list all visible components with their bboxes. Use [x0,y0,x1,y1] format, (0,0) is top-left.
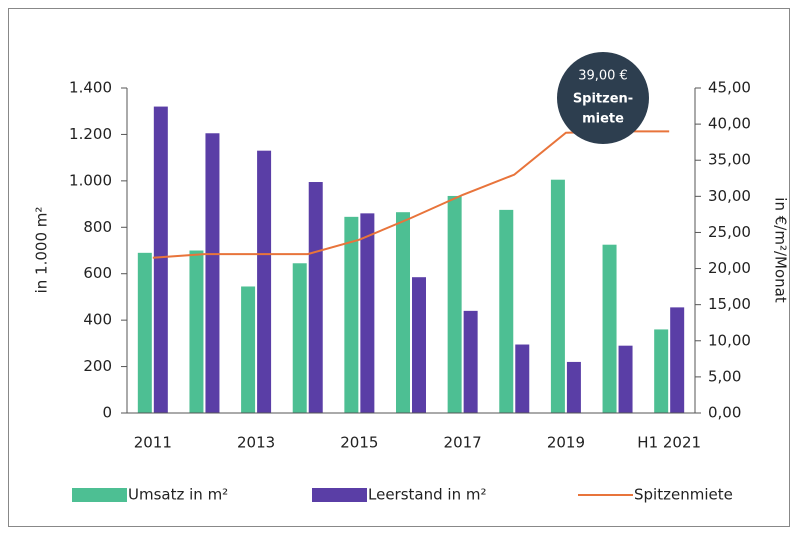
bar [137,252,152,413]
x-tick-label: 2019 [547,434,585,452]
y-tick-label: 1.000 [69,171,112,189]
bar [344,216,359,413]
annotation-text: Spitzen- [573,92,633,107]
x-tick-label: 2015 [340,434,378,452]
legend-swatch [72,488,127,502]
y2-tick-label: 15,00 [708,295,751,313]
bar [396,212,410,413]
y2-tick-label: 25,00 [708,223,751,241]
bar [566,361,581,413]
bar [550,179,565,413]
y2-tick-label: 35,00 [708,151,751,169]
x-tick-label: 2013 [237,434,275,452]
legend-swatch [312,488,367,502]
legend-label: Spitzenmiete [634,486,733,504]
bar [308,182,323,413]
annotation-bubble [557,52,649,144]
legend-label: Umsatz in m² [128,486,228,504]
bar [153,106,168,414]
bar [360,213,375,413]
bar [654,329,669,413]
y-tick-label: 600 [83,264,112,282]
annotation-value: 39,00 € [578,69,628,84]
y2-tick-label: 40,00 [708,115,751,133]
y-axis-label: in 1.000 m² [33,207,51,294]
bar [463,310,478,413]
y2-tick-label: 30,00 [708,187,751,205]
bar [241,286,256,413]
x-tick-label: H1 2021 [637,434,701,452]
bar [205,133,220,413]
y-tick-label: 800 [83,218,112,236]
bar [292,263,307,413]
bar [602,244,617,413]
y2-tick-label: 20,00 [708,259,751,277]
bar [447,195,462,413]
y2-tick-label: 45,00 [708,79,751,97]
annotation-text: miete [582,112,624,127]
y-tick-label: 1.400 [69,79,112,97]
x-tick-label: 2017 [444,434,482,452]
bar [189,250,204,413]
x-tick-label: 2011 [134,434,172,452]
bar [257,150,272,413]
y2-axis-label: in €/m²/Monat [772,197,790,303]
y-tick-label: 1.200 [69,125,112,143]
bar [515,344,530,413]
legend-label: Leerstand in m² [368,486,486,504]
y2-tick-label: 0,00 [708,404,741,422]
bar [412,277,426,413]
bar [499,209,514,413]
y2-tick-label: 10,00 [708,331,751,349]
y-tick-label: 400 [83,311,112,329]
y2-tick-label: 5,00 [708,367,741,385]
y-tick-label: 0 [102,404,112,422]
bar [618,345,633,413]
y-tick-label: 200 [83,357,112,375]
bar [670,307,685,413]
